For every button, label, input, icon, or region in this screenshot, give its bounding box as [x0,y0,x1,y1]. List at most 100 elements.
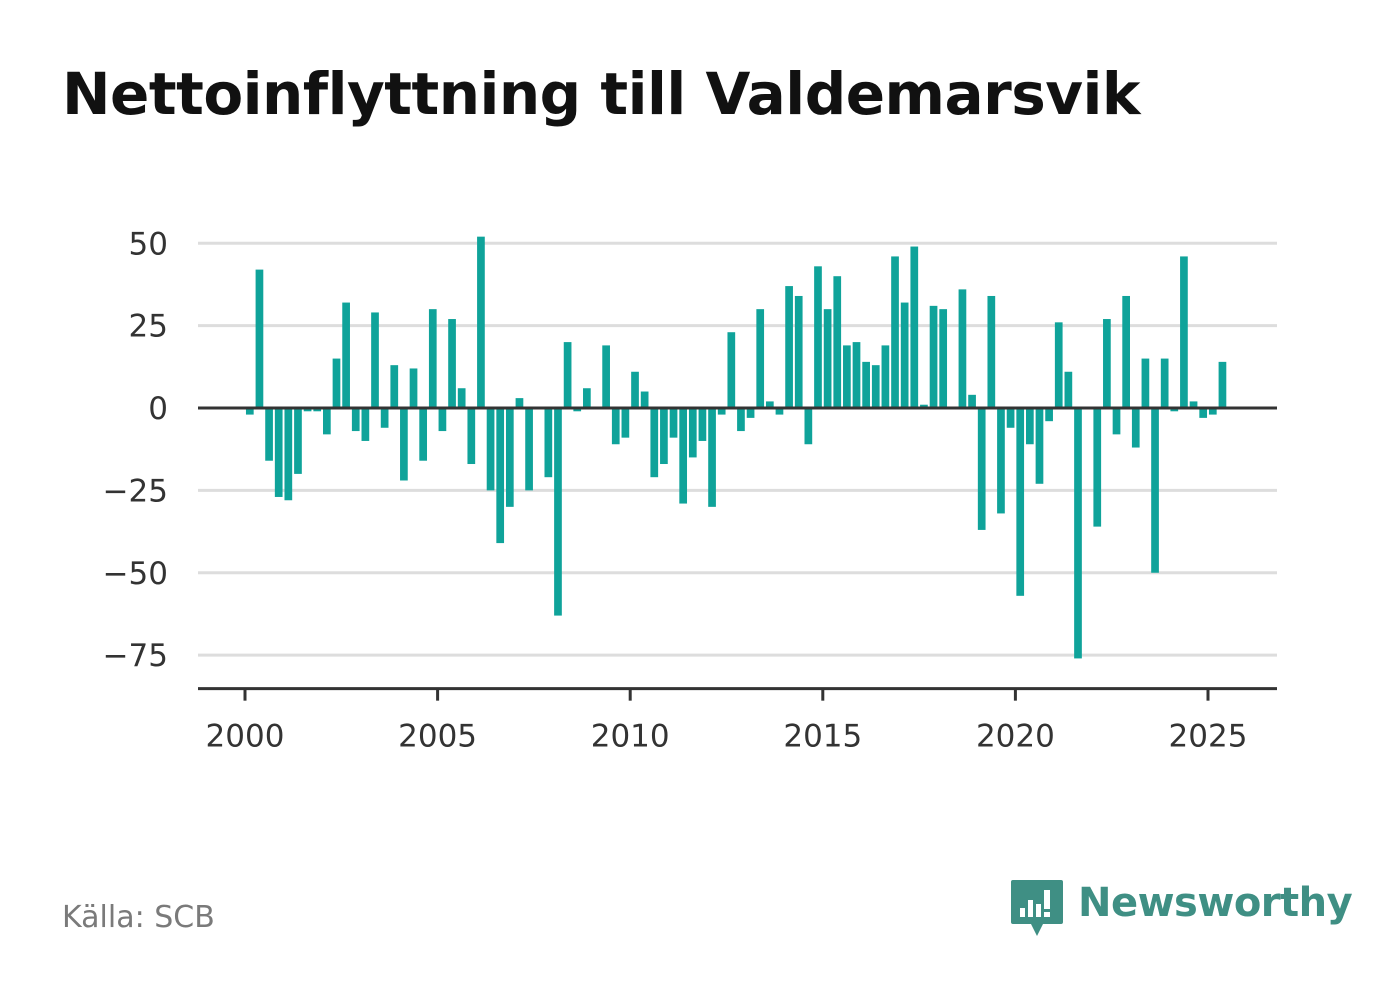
bar [900,302,909,408]
bar [650,408,659,478]
bar [274,408,283,497]
bar [313,408,322,412]
bar [977,408,986,530]
bar [688,408,697,458]
bar [1151,408,1159,573]
bar [457,388,466,408]
bar [448,319,456,408]
bar [746,408,755,418]
bar [765,401,774,408]
bar [939,309,948,408]
bar [505,408,514,507]
bar [265,408,273,461]
bar [843,345,851,408]
bar [400,408,408,481]
bar [496,408,505,544]
bar [467,408,476,465]
bar [1131,408,1140,448]
bar [1006,408,1015,428]
bar [1093,408,1102,527]
bar [351,408,360,432]
bar [1064,371,1073,408]
y-tick-labels: 50 25 0 −25 −50 −75 [103,226,168,674]
bar [409,368,418,408]
bar [929,305,938,408]
bar [891,256,899,408]
bar [1016,408,1025,596]
x-tick-label: 2020 [976,719,1055,755]
bar [477,236,485,408]
bar [583,388,591,408]
bar [814,266,822,408]
bar [968,394,976,408]
bar [997,408,1005,514]
bar [303,408,312,412]
bar [862,361,870,408]
bar [486,408,495,491]
x-tick-label: 2005 [398,719,477,755]
bar [323,408,331,435]
bar [1122,295,1130,408]
bar [794,295,803,408]
bar [920,404,928,408]
bar [515,398,524,408]
x-tick-labels: 2000 2005 2010 2015 2020 2025 [206,719,1248,755]
bar [852,342,861,408]
bar [660,408,668,465]
bar [737,408,745,432]
x-tick-label: 2015 [783,719,862,755]
bar [525,408,533,491]
bar [390,365,399,408]
brand-logo-group[interactable]: Newsworthy [1010,878,1353,942]
bar [1160,358,1169,408]
bar [342,302,350,408]
bar [833,276,842,408]
brand-name: Newsworthy [1078,880,1353,926]
y-tick-label: −25 [103,473,168,509]
bar [717,408,726,415]
bar [756,309,765,408]
bar [823,309,832,408]
y-tick-label: −75 [103,638,168,674]
x-tick-label: 2025 [1169,719,1248,755]
bar [727,332,736,408]
bar [428,309,437,408]
bar [1141,358,1150,408]
bar [332,358,341,408]
bar [958,289,967,408]
y-tick-label: 25 [129,309,168,345]
bar [284,408,293,501]
axes [198,406,1277,701]
bar [1074,408,1082,659]
source-note: Källa: SCB [62,900,215,935]
bar [380,408,389,428]
bar [1103,319,1111,408]
bar [563,342,572,408]
bar [294,408,302,474]
bar [419,408,428,461]
bar [1112,408,1121,435]
bar [1045,408,1053,422]
bar [1054,322,1063,408]
bar [438,408,447,432]
bar [775,408,784,415]
bar [245,408,254,415]
x-tick-label: 2000 [206,719,285,755]
bar [669,408,678,438]
bar [698,408,707,441]
bar [1218,361,1227,408]
bar [621,408,630,438]
bar [871,365,880,408]
bar [708,408,716,507]
bar [785,286,793,408]
bar [371,312,379,408]
bar [602,345,610,408]
bar [1035,408,1044,484]
bar [611,408,620,445]
y-tick-label: −50 [103,556,168,592]
y-tick-label: 0 [148,391,168,427]
bar [679,408,688,504]
bar [881,345,890,408]
bar [631,371,639,408]
